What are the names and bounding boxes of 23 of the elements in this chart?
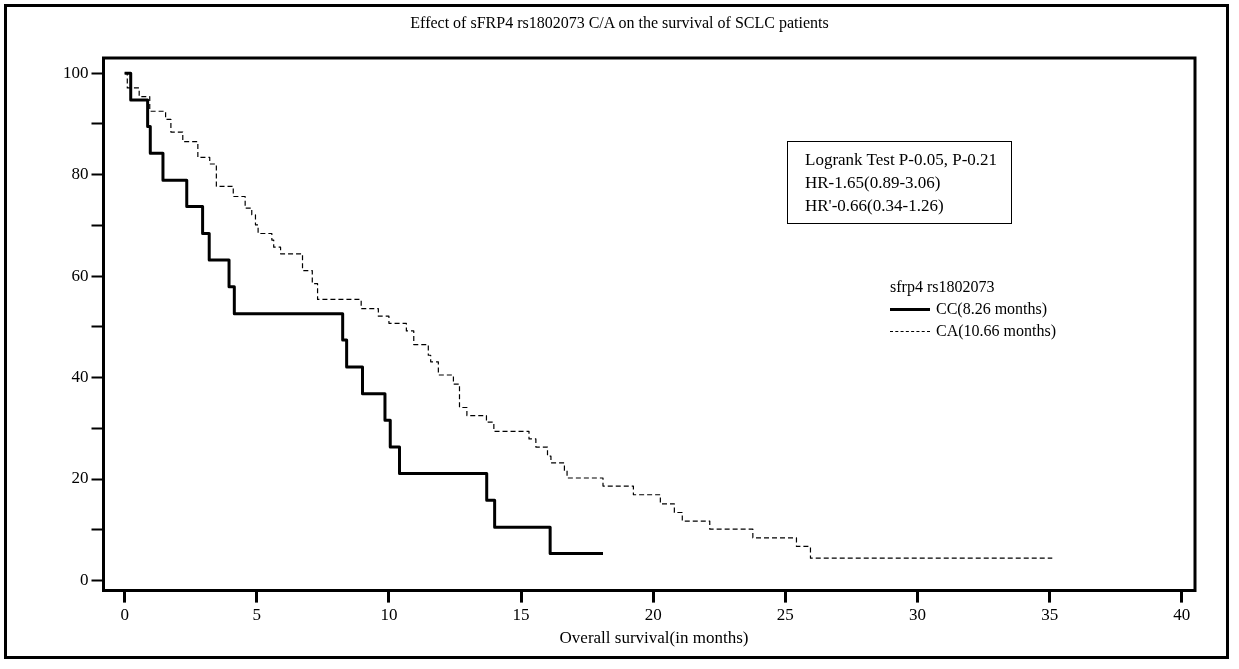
y-tick-label: 40 <box>71 367 89 387</box>
x-tick-label: 40 <box>1173 605 1191 625</box>
chart-title: Effect of sFRP4 rs1802073 C/A on the survival of SCLC patients <box>409 14 830 32</box>
x-tick-label: 0 <box>120 605 129 625</box>
y-tick-label: 0 <box>80 569 89 589</box>
y-tick-label: 60 <box>71 265 89 285</box>
x-tick-label: 20 <box>644 605 662 625</box>
x-tick-label: 35 <box>1041 605 1059 625</box>
x-tick-label: 30 <box>909 605 926 625</box>
y-tick-label: 80 <box>71 164 89 184</box>
x-axis-title: Overall survival(in months) <box>558 628 750 648</box>
legend-title: sfrp4 rs1802073 <box>890 277 996 298</box>
x-tick-label: 25 <box>776 605 794 625</box>
annotation: HR-1.65(0.89-3.06) <box>805 172 942 194</box>
y-tick-label: 100 <box>63 62 89 82</box>
x-tick-label: 15 <box>512 605 530 625</box>
y-tick-label: 20 <box>71 468 89 488</box>
annotation: HR'-0.66(0.34-1.26) <box>805 195 945 217</box>
annotation: Logrank Test P-0.05, P-0.21 <box>805 149 998 171</box>
legend-label: CC(8.26 months) <box>936 299 1048 320</box>
x-tick-label: 5 <box>252 605 262 625</box>
x-tick-label: 10 <box>380 605 398 625</box>
legend-label: CA(10.66 months) <box>936 321 1056 342</box>
